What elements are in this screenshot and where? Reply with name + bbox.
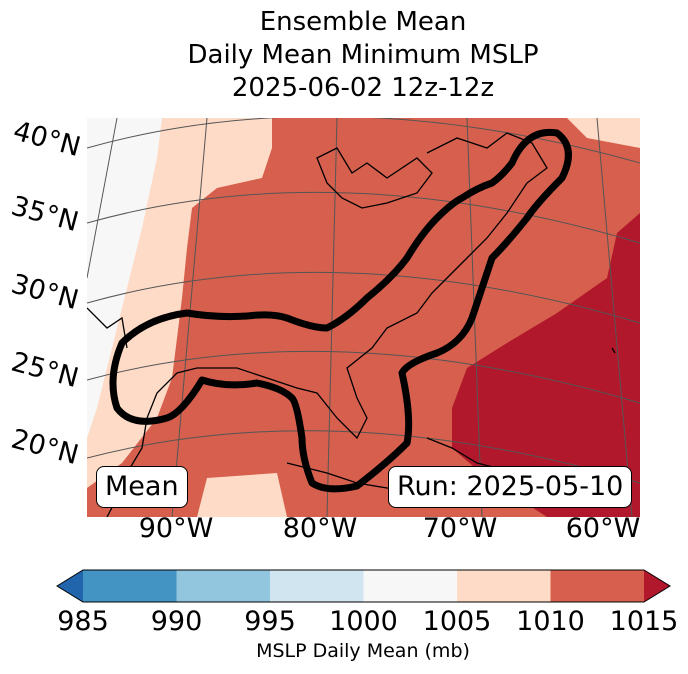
lat-label-25n: 25°N bbox=[7, 346, 82, 395]
colorbar bbox=[56, 569, 671, 603]
colorbar-bin bbox=[57, 570, 83, 602]
lat-label-35n: 35°N bbox=[7, 190, 82, 239]
colorbar-bin bbox=[644, 570, 670, 602]
title-line-3: 2025-06-02 12z-12z bbox=[231, 73, 495, 103]
field-above-1015 bbox=[452, 213, 640, 517]
colorbar-bin bbox=[270, 570, 364, 602]
colorbar-tick-label: 995 bbox=[244, 606, 296, 637]
run-label-box: Run: 2025-05-10 bbox=[388, 466, 633, 508]
colorbar-bin bbox=[550, 570, 645, 602]
lon-label-80w: 80°W bbox=[282, 513, 358, 544]
colorbar-bin bbox=[363, 570, 458, 602]
colorbar-outline bbox=[56, 569, 671, 603]
lon-label-60w: 60°W bbox=[565, 513, 641, 544]
gridlines bbox=[87, 118, 640, 517]
lat-label-40n: 40°N bbox=[9, 115, 84, 164]
title-line-1: Ensemble Mean bbox=[259, 7, 467, 37]
map-panel bbox=[87, 118, 640, 517]
field-1005-1010-south bbox=[197, 473, 287, 517]
lon-label-90w: 90°W bbox=[138, 513, 214, 544]
colorbar-bin bbox=[457, 570, 551, 602]
mean-label-box: Mean bbox=[96, 466, 188, 508]
field-1005-1010-ne bbox=[567, 118, 640, 148]
colorbar-bin bbox=[176, 570, 271, 602]
lat-label-30n: 30°N bbox=[7, 268, 82, 317]
colorbar-tick-label: 990 bbox=[150, 606, 203, 637]
probability-contour bbox=[109, 128, 572, 493]
colorbar-tick-label: 985 bbox=[57, 606, 109, 637]
title-line-2: Daily Mean Minimum MSLP bbox=[187, 40, 539, 70]
colorbar-label: MSLP Daily Mean (mb) bbox=[256, 640, 470, 662]
lon-label-70w: 70°W bbox=[422, 513, 498, 544]
colorbar-tick-label: 1005 bbox=[422, 606, 492, 637]
colorbar-tick-label: 1000 bbox=[329, 606, 398, 637]
coastlines bbox=[87, 132, 616, 517]
lat-label-20n: 20°N bbox=[7, 423, 82, 472]
colorbar-tick-label: 1010 bbox=[516, 606, 585, 637]
field-1000-1005 bbox=[87, 118, 162, 438]
colorbar-bin bbox=[83, 570, 177, 602]
colorbar-tick-label: 1015 bbox=[609, 606, 679, 637]
